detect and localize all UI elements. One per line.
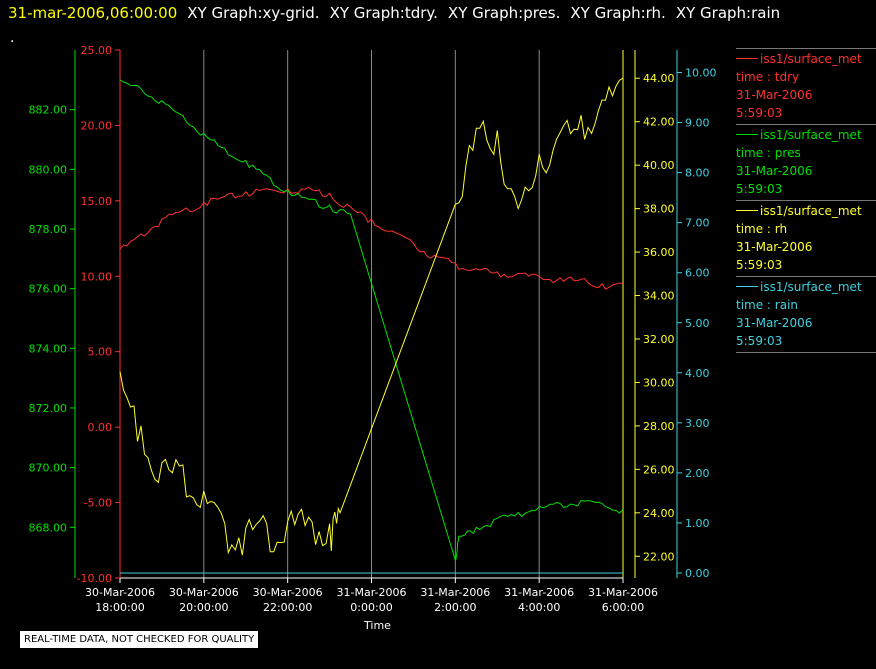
y-tick-label-tdry: -10.00 xyxy=(77,572,112,585)
legend-entry-var: time : rain xyxy=(736,298,799,312)
y-tick-label-rh: 40.00 xyxy=(643,159,675,172)
x-tick-label: 4:00:00 xyxy=(518,601,560,614)
header-graph-label: XY Graph:rain xyxy=(675,4,781,22)
x-tick-label: 31-Mar-2006 xyxy=(337,586,407,599)
x-axis-label: Time xyxy=(363,619,391,632)
y-tick-label-pres: 882.00 xyxy=(29,104,68,117)
y-tick-label-rain: 6.00 xyxy=(685,267,710,280)
y-tick-label-rh: 42.00 xyxy=(643,116,675,129)
x-tick-label: 6:00:00 xyxy=(602,601,644,614)
y-tick-label-tdry: 0.00 xyxy=(88,421,113,434)
y-tick-label-tdry: 5.00 xyxy=(88,346,113,359)
header-timestamp: 31-mar-2006,06:00:00 xyxy=(8,4,178,22)
x-tick-label: 18:00:00 xyxy=(95,601,144,614)
y-tick-label-pres: 870.00 xyxy=(29,462,68,475)
series-tdry xyxy=(119,186,624,290)
x-tick-label: 0:00:00 xyxy=(350,601,392,614)
series-rh xyxy=(119,77,624,556)
y-tick-label-rh: 36.00 xyxy=(643,246,675,259)
y-tick-label-rh: 44.00 xyxy=(643,72,675,85)
y-tick-label-tdry: 10.00 xyxy=(81,270,113,283)
y-tick-label-tdry: -5.00 xyxy=(84,497,112,510)
series-line-rh xyxy=(119,77,624,556)
legend-entry-time: 5:59:03 xyxy=(736,258,783,272)
legend-entry-var: time : pres xyxy=(736,146,801,160)
y-tick-label-rain: 5.00 xyxy=(685,317,710,330)
y-tick-label-rh: 24.00 xyxy=(643,507,675,520)
y-tick-label-rh: 30.00 xyxy=(643,376,675,389)
y-tick-label-rh: 26.00 xyxy=(643,463,675,476)
header-graph-label: XY Graph:xy-grid. xyxy=(187,4,320,22)
y-tick-label-rain: 7.00 xyxy=(685,217,710,230)
x-tick-label: 30-Mar-2006 xyxy=(169,586,239,599)
legend-entry-date: 31-Mar-2006 xyxy=(736,164,813,178)
x-tick-label: 30-Mar-2006 xyxy=(253,586,323,599)
legend-entry-time: 5:59:03 xyxy=(736,182,783,196)
y-tick-label-pres: 876.00 xyxy=(29,283,68,296)
header-graph-label: XY Graph:tdry. xyxy=(329,4,438,22)
legend: iss1/surface_met time : tdry 31-Mar-2006… xyxy=(736,48,876,353)
legend-entry-name: iss1/surface_met xyxy=(736,126,876,144)
x-tick-label: 22:00:00 xyxy=(263,601,312,614)
y-tick-label-rain: 0.00 xyxy=(685,567,710,580)
y-tick-label-pres: 874.00 xyxy=(29,342,68,355)
legend-entry-date: 31-Mar-2006 xyxy=(736,316,813,330)
header-graph-label: XY Graph:rh. xyxy=(570,4,666,22)
y-tick-label-tdry: 20.00 xyxy=(81,119,113,132)
quality-disclaimer: REAL-TIME DATA, NOT CHECKED FOR QUALITY xyxy=(20,631,259,648)
chart-header: 31-mar-2006,06:00:00 XY Graph:xy-grid. XY … xyxy=(8,4,780,22)
y-tick-label-pres: 868.00 xyxy=(29,521,68,534)
legend-entry-rain: iss1/surface_met time : rain 31-Mar-2006… xyxy=(736,276,876,352)
legend-entry-name: iss1/surface_met xyxy=(736,50,876,68)
legend-entry-var: time : tdry xyxy=(736,70,800,84)
x-tick-label: 2:00:00 xyxy=(434,601,476,614)
x-tick-label: 31-Mar-2006 xyxy=(504,586,574,599)
legend-entry-var: time : rh xyxy=(736,222,788,236)
y-tick-label-rh: 28.00 xyxy=(643,420,675,433)
y-tick-label-pres: 872.00 xyxy=(29,402,68,415)
y-tick-label-rh: 32.00 xyxy=(643,333,675,346)
header-graph-label: XY Graph:pres. xyxy=(447,4,561,22)
x-tick-label: 31-Mar-2006 xyxy=(420,586,490,599)
x-tick-label: 30-Mar-2006 xyxy=(85,586,155,599)
series-pres xyxy=(119,79,624,561)
y-tick-label-rh: 38.00 xyxy=(643,203,675,216)
y-tick-label-rain: 3.00 xyxy=(685,417,710,430)
x-tick-label: 20:00:00 xyxy=(179,601,228,614)
legend-entry-time: 5:59:03 xyxy=(736,106,783,120)
y-tick-label-pres: 880.00 xyxy=(29,163,68,176)
header-second-line: . xyxy=(10,30,15,46)
y-tick-label-rain: 10.00 xyxy=(685,67,717,80)
y-tick-label-tdry: 25.00 xyxy=(81,44,113,57)
legend-entry-time: 5:59:03 xyxy=(736,334,783,348)
legend-entry-name: iss1/surface_met xyxy=(736,278,876,296)
legend-entry-name: iss1/surface_met xyxy=(736,202,876,220)
legend-entry-date: 31-Mar-2006 xyxy=(736,88,813,102)
legend-entry-date: 31-Mar-2006 xyxy=(736,240,813,254)
legend-entry-rh: iss1/surface_met time : rh 31-Mar-2006 5… xyxy=(736,200,876,276)
y-tick-label-tdry: 15.00 xyxy=(81,195,113,208)
y-tick-label-pres: 878.00 xyxy=(29,223,68,236)
y-tick-label-rain: 2.00 xyxy=(685,467,710,480)
legend-entry-tdry: iss1/surface_met time : tdry 31-Mar-2006… xyxy=(736,48,876,124)
y-tick-label-rain: 8.00 xyxy=(685,167,710,180)
legend-entry-pres: iss1/surface_met time : pres 31-Mar-2006… xyxy=(736,124,876,200)
y-tick-label-rain: 9.00 xyxy=(685,117,710,130)
y-tick-label-rain: 4.00 xyxy=(685,367,710,380)
y-tick-label-rain: 1.00 xyxy=(685,517,710,530)
legend-divider xyxy=(736,352,876,353)
series-line-pres xyxy=(119,79,624,561)
series-line-tdry xyxy=(119,186,624,290)
y-tick-label-rh: 22.00 xyxy=(643,550,675,563)
y-tick-label-rh: 34.00 xyxy=(643,290,675,303)
x-tick-label: 31-Mar-2006 xyxy=(588,586,658,599)
